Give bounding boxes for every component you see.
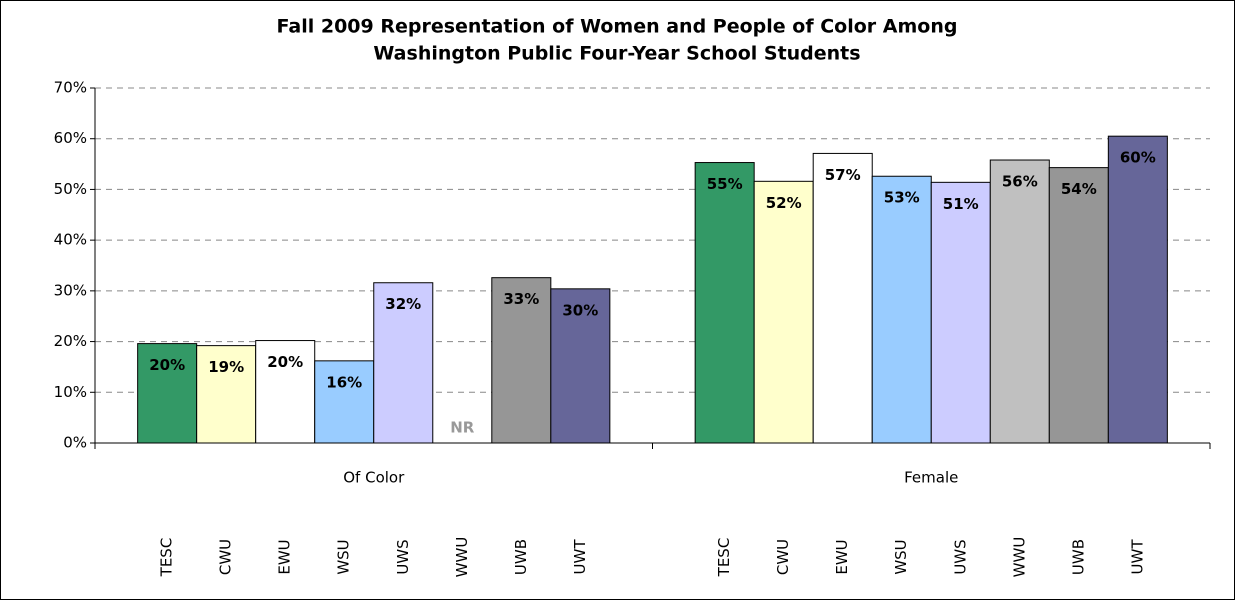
bar bbox=[989, 159, 1050, 444]
bar bbox=[753, 180, 814, 444]
chart-title: Fall 2009 Representation of Women and Pe… bbox=[277, 16, 958, 38]
bar bbox=[871, 175, 932, 444]
bar bbox=[550, 288, 611, 444]
data-label: 51% bbox=[943, 195, 979, 213]
y-tick-label: 0% bbox=[63, 434, 87, 452]
bar bbox=[812, 152, 873, 444]
x-tick-label: Of Color bbox=[343, 469, 405, 487]
x-tick-label: Female bbox=[904, 469, 958, 487]
bar-name-label: UWB bbox=[1069, 539, 1087, 575]
data-label: 30% bbox=[562, 301, 598, 319]
y-tick-label: 60% bbox=[54, 129, 87, 147]
bar-name-label: WWU bbox=[453, 537, 471, 578]
data-label: 56% bbox=[1002, 173, 1038, 191]
bar bbox=[694, 162, 755, 444]
data-label: 33% bbox=[503, 290, 539, 308]
bar bbox=[930, 181, 991, 444]
y-tick-label: 40% bbox=[54, 231, 87, 249]
bar bbox=[373, 282, 434, 444]
chart-title: Washington Public Four-Year School Stude… bbox=[373, 43, 860, 65]
bar-name-label: UWS bbox=[951, 539, 969, 574]
bar bbox=[1048, 167, 1109, 444]
bar bbox=[1107, 135, 1168, 444]
data-label: 20% bbox=[267, 353, 303, 371]
bar-name-label: UWB bbox=[512, 539, 530, 575]
bar-name-label: WSU bbox=[335, 539, 353, 574]
bar-name-label: UWT bbox=[571, 539, 589, 575]
y-tick-label: 20% bbox=[54, 332, 87, 350]
data-label: 52% bbox=[766, 194, 802, 212]
data-label: 53% bbox=[884, 189, 920, 207]
bar bbox=[196, 345, 257, 444]
data-label: 16% bbox=[326, 373, 362, 391]
bar-name-label: WWU bbox=[1010, 537, 1028, 578]
y-tick-label: 70% bbox=[54, 79, 87, 97]
bar-name-label: EWU bbox=[833, 539, 851, 574]
bar-name-label: CWU bbox=[217, 539, 235, 575]
bar bbox=[314, 360, 375, 444]
y-tick-label: 10% bbox=[54, 383, 87, 401]
bar-name-label: EWU bbox=[276, 539, 294, 574]
y-tick-label: 50% bbox=[54, 180, 87, 198]
bar-name-label: UWT bbox=[1128, 539, 1146, 575]
bar-name-label: UWS bbox=[394, 539, 412, 574]
data-label: 60% bbox=[1120, 149, 1156, 167]
data-label: 19% bbox=[208, 358, 244, 376]
data-label: 20% bbox=[149, 356, 185, 374]
bar-name-label: TESC bbox=[715, 538, 733, 578]
data-label: 32% bbox=[385, 295, 421, 313]
bar-name-label: CWU bbox=[774, 539, 792, 575]
data-label: 57% bbox=[825, 166, 861, 184]
data-label: NR bbox=[450, 419, 475, 437]
y-tick-label: 30% bbox=[54, 281, 87, 299]
bar bbox=[255, 340, 316, 444]
data-label: 54% bbox=[1061, 180, 1097, 198]
bar bbox=[137, 343, 198, 444]
bar-name-label: TESC bbox=[158, 538, 176, 578]
data-label: 55% bbox=[707, 175, 743, 193]
bar-name-label: WSU bbox=[892, 539, 910, 574]
